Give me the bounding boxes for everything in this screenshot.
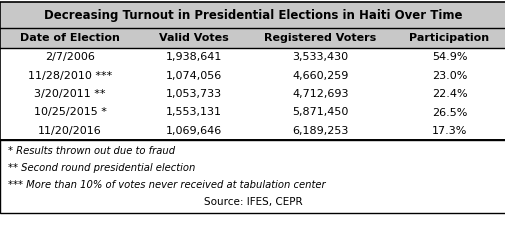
Text: 22.4%: 22.4%: [431, 89, 467, 99]
Text: 2/7/2006: 2/7/2006: [45, 52, 95, 62]
Bar: [0, 2, 505, 28]
Text: 5,871,450: 5,871,450: [291, 108, 348, 117]
Text: 4,660,259: 4,660,259: [291, 71, 348, 81]
Text: * Results thrown out due to fraud: * Results thrown out due to fraud: [8, 146, 174, 156]
Text: Valid Votes: Valid Votes: [159, 33, 228, 43]
Bar: [0, 2, 505, 140]
Text: 1,074,056: 1,074,056: [165, 71, 222, 81]
Text: 11/28/2010 ***: 11/28/2010 ***: [28, 71, 112, 81]
Text: 1,069,646: 1,069,646: [165, 126, 222, 136]
Text: 10/25/2015 *: 10/25/2015 *: [33, 108, 106, 117]
Text: 26.5%: 26.5%: [431, 108, 466, 117]
Text: Participation: Participation: [409, 33, 488, 43]
Text: 1,938,641: 1,938,641: [165, 52, 222, 62]
Text: Registered Voters: Registered Voters: [264, 33, 376, 43]
Text: *** More than 10% of votes never received at tabulation center: *** More than 10% of votes never receive…: [8, 180, 325, 190]
Text: 3,533,430: 3,533,430: [292, 52, 347, 62]
Text: 1,553,131: 1,553,131: [166, 108, 221, 117]
Text: 11/20/2016: 11/20/2016: [38, 126, 102, 136]
Text: Decreasing Turnout in Presidential Elections in Haiti Over Time: Decreasing Turnout in Presidential Elect…: [43, 9, 462, 22]
Bar: [0, 28, 505, 48]
Text: 3/20/2011 **: 3/20/2011 **: [34, 89, 106, 99]
Text: 6,189,253: 6,189,253: [291, 126, 348, 136]
Text: Source: IFES, CEPR: Source: IFES, CEPR: [204, 197, 301, 207]
Text: 54.9%: 54.9%: [431, 52, 466, 62]
Text: 1,053,733: 1,053,733: [166, 89, 221, 99]
Bar: [0, 140, 505, 213]
Text: ** Second round presidential election: ** Second round presidential election: [8, 163, 194, 173]
Text: 4,712,693: 4,712,693: [291, 89, 348, 99]
Text: Date of Election: Date of Election: [20, 33, 120, 43]
Text: 23.0%: 23.0%: [431, 71, 466, 81]
Text: 17.3%: 17.3%: [431, 126, 466, 136]
